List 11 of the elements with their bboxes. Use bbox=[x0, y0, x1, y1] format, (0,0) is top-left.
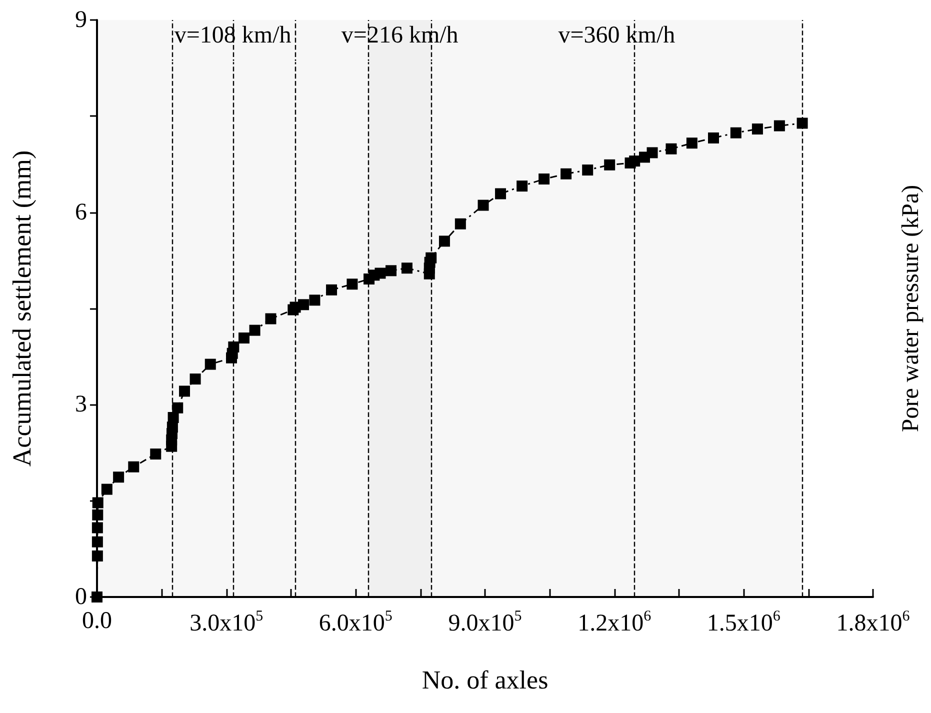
y-tick-label: 6 bbox=[75, 199, 87, 226]
band-label: v=360 km/h bbox=[558, 22, 676, 49]
y-tick-label: 9 bbox=[75, 7, 87, 33]
y-axis-title: Accumulated settlement (mm) bbox=[8, 150, 36, 467]
x-tick-label: 0.0 bbox=[82, 608, 112, 634]
y2-axis-title: Pore water pressure (kPa) bbox=[898, 184, 924, 432]
y-tick-label: 0 bbox=[75, 584, 87, 610]
band-label: v=108 km/h bbox=[174, 22, 292, 49]
band-label: v=216 km/h bbox=[341, 22, 458, 49]
x-axis-title: No. of axles bbox=[422, 666, 548, 694]
y-tick-label: 3 bbox=[75, 392, 87, 418]
